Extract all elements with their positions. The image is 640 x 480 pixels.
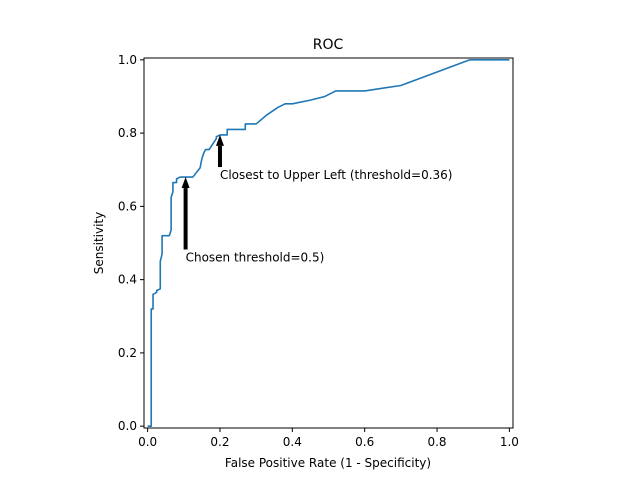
annotation-arrow-shaft xyxy=(217,145,222,168)
annotation-label: Closest to Upper Left (threshold=0.36) xyxy=(220,168,453,182)
y-tick-label: 0.0 xyxy=(118,419,137,433)
y-tick-label: 0.8 xyxy=(118,126,137,140)
x-tick-label: 0.4 xyxy=(283,435,302,449)
roc-curve-line xyxy=(147,59,510,427)
y-tick-label: 0.4 xyxy=(118,273,137,287)
x-tick-label: 0.2 xyxy=(210,435,229,449)
y-tick-label: 1.0 xyxy=(118,53,137,67)
plot-area: 0.0 0.2 0.4 0.6 0.8 1.0 0.0 0.2 0.4 0.6 0.8 1.0 Clos… xyxy=(118,53,519,449)
y-axis-label: Sensitivity xyxy=(92,212,106,274)
annotation-label: Chosen threshold=0.5) xyxy=(186,250,325,264)
y-tick-label: 0.6 xyxy=(118,199,137,213)
y-tick-label: 0.2 xyxy=(118,346,137,360)
x-tick-label: 0.0 xyxy=(138,435,157,449)
annotation-arrow-shaft xyxy=(183,188,188,250)
x-tick-label: 0.8 xyxy=(427,435,446,449)
plot-frame xyxy=(143,57,514,429)
chart-title: ROC xyxy=(313,37,344,53)
x-tick-label: 1.0 xyxy=(500,435,519,449)
annotation-arrow-head xyxy=(215,134,224,146)
x-tick-label: 0.6 xyxy=(355,435,374,449)
annotation-arrow-head xyxy=(181,177,190,189)
x-axis-label: False Positive Rate (1 - Specificity) xyxy=(225,456,431,470)
